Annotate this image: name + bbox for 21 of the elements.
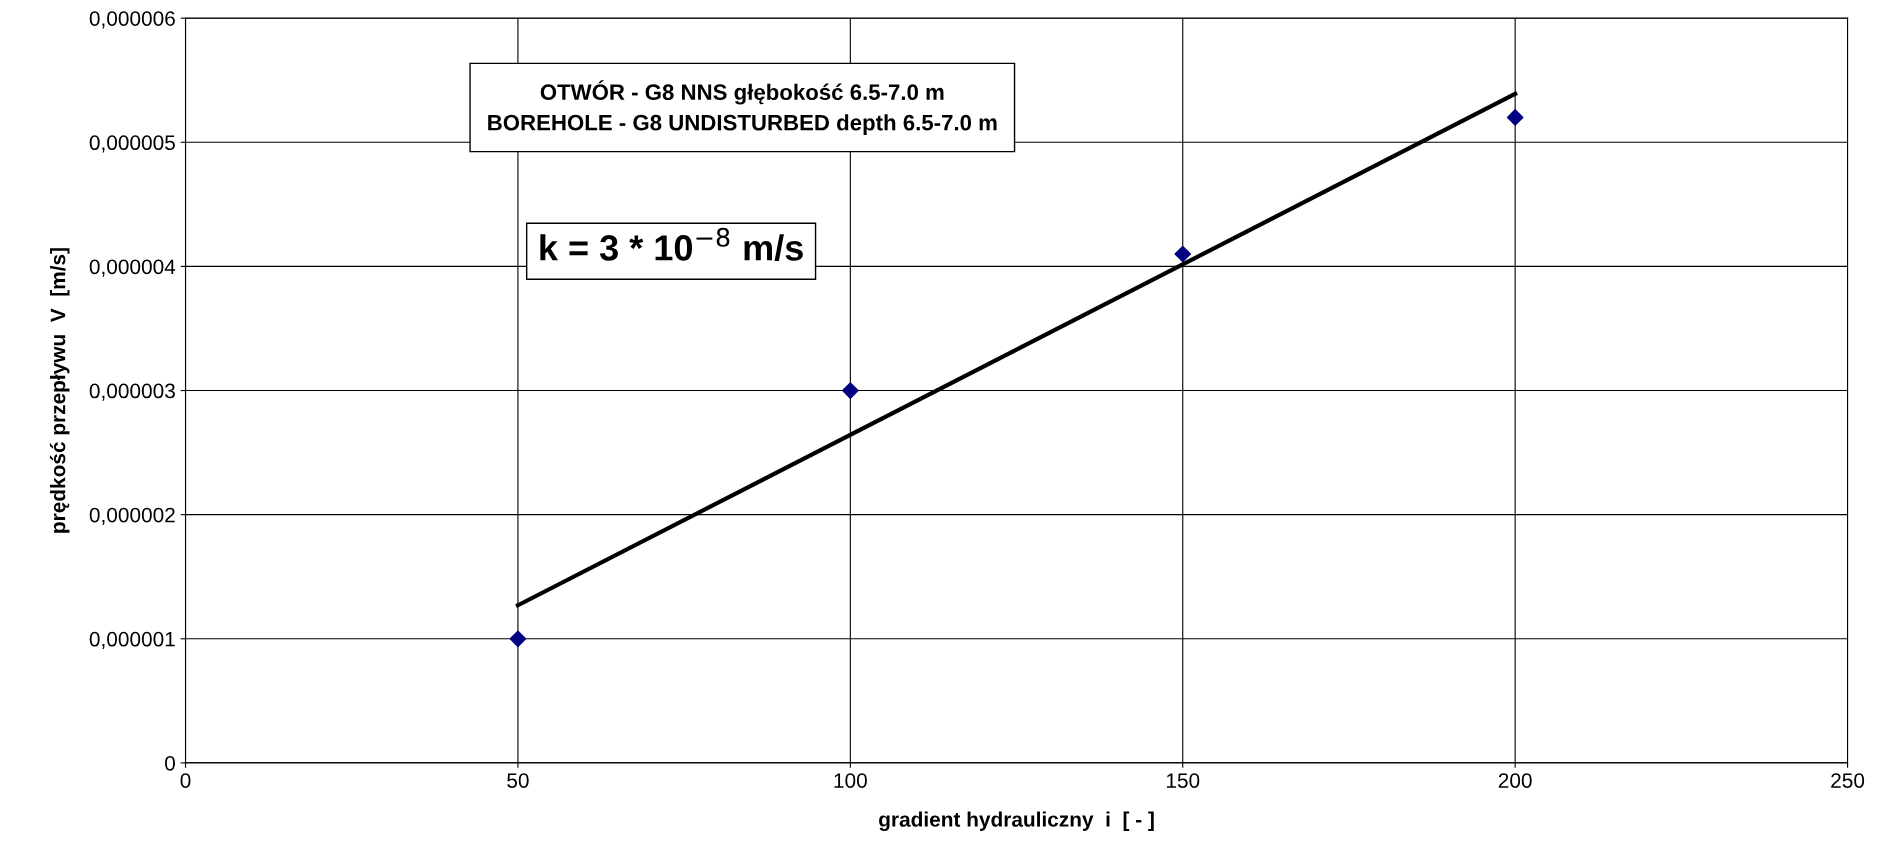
y-tick-label: 0 xyxy=(165,755,175,771)
point xyxy=(842,382,859,399)
y-tick-label: 0,000001 xyxy=(89,631,175,650)
y-tick-label: 0,000002 xyxy=(89,507,175,525)
y-axis-title: prędkość przepływu V [m/s] xyxy=(49,248,70,533)
x-tick-label: 250 xyxy=(1831,773,1865,788)
x-tick-label: 150 xyxy=(1166,773,1200,788)
annotation: k = 3 * 10$^{−8}$ m/s xyxy=(540,227,803,262)
x-tick-label: 50 xyxy=(507,773,529,788)
y-tick-label: 0,000006 xyxy=(89,11,175,29)
annotation: OTWÓR - G8 NNS głębokość 6.5-7.0 m BOREHOLE - G8 UNDISTURBED depth 6.5-7.0 m xyxy=(488,80,997,135)
point xyxy=(1506,109,1524,126)
x-tick-label: 0 xyxy=(180,773,191,788)
point xyxy=(509,630,527,648)
y-tick-label: 0,000004 xyxy=(89,259,176,277)
x-tick-label: 100 xyxy=(834,773,867,788)
point xyxy=(1174,245,1192,263)
x-tick-label: 200 xyxy=(1498,773,1532,788)
x-axis-title: gradient hydrauliczny i [ - ] xyxy=(879,811,1154,832)
y-tick-label: 0,000003 xyxy=(89,383,175,401)
y-tick-label: 0,000005 xyxy=(89,135,175,153)
